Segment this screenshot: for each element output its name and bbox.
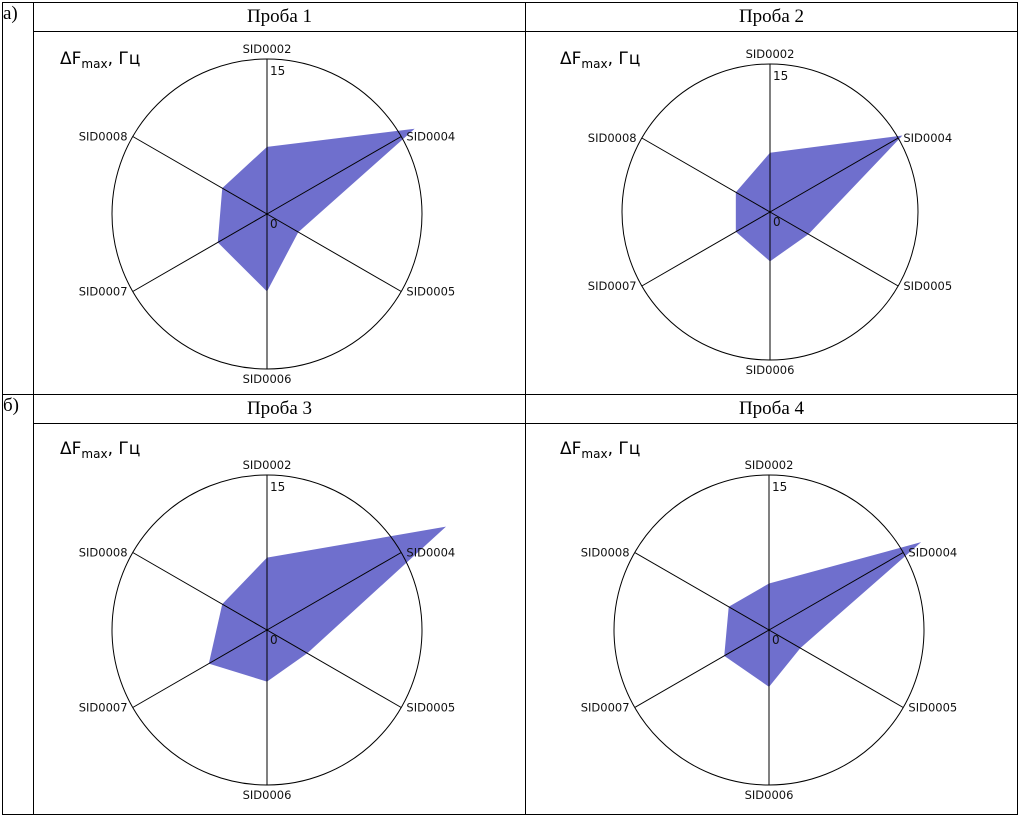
data-polygon xyxy=(217,128,415,292)
tick-label-max: 15 xyxy=(270,480,285,494)
panel-title: Проба 2 xyxy=(526,3,1017,32)
row-label-b: б) xyxy=(2,394,34,815)
axis-label: SID0005 xyxy=(908,701,957,715)
axis-label: SID0004 xyxy=(406,130,455,144)
axis-label: SID0008 xyxy=(79,130,128,144)
axis-label: SID0004 xyxy=(908,546,957,560)
radar-chart-3: SID0002 SID0004 SID0005 SID0006 SID0007 SID00… xyxy=(60,439,455,802)
unit-label: ΔFmax, Гц xyxy=(560,49,640,71)
unit-label: ΔFmax, Гц xyxy=(560,439,640,461)
axis-label: SID0004 xyxy=(903,131,952,145)
axis-line-sid0005 xyxy=(266,213,402,292)
axis-label: SID0002 xyxy=(746,47,795,61)
data-polygon xyxy=(724,542,922,687)
tick-label-zero: 0 xyxy=(270,633,278,647)
axis-line-sid0007 xyxy=(641,211,771,287)
axis-line-sid0008 xyxy=(132,136,268,215)
axis-label: SID0005 xyxy=(903,279,952,293)
axis-label: SID0006 xyxy=(746,363,795,377)
axis-line-sid0004 xyxy=(266,552,402,631)
panel-title: Проба 3 xyxy=(34,395,525,424)
tick-label-max: 15 xyxy=(270,64,285,78)
axis-line-sid0008 xyxy=(132,552,268,631)
tick-label-zero: 0 xyxy=(270,217,278,231)
axis-label: SID0008 xyxy=(79,546,128,560)
data-polygon xyxy=(735,135,903,262)
radar-chart-2: SID0002 SID0004 SID0005 SID0006 SID0007 SID00… xyxy=(560,47,952,377)
panel-1: Проба 1 SID0002 SID0004 SID0005 SID0006 SID0… xyxy=(33,2,526,395)
axis-line-sid0004 xyxy=(769,137,899,213)
axis-label: SID0007 xyxy=(588,279,637,293)
tick-label-max: 15 xyxy=(773,69,788,83)
axis-line-sid0004 xyxy=(266,136,402,215)
axis-label: SID0007 xyxy=(79,285,128,299)
panel-title: Проба 4 xyxy=(526,395,1017,424)
axis-label: SID0006 xyxy=(745,788,794,802)
axis-label: SID0006 xyxy=(243,372,292,386)
axis-line-sid0004 xyxy=(768,552,904,631)
tick-label-zero: 0 xyxy=(773,215,781,229)
axis-label: SID0005 xyxy=(406,701,455,715)
panel-4: Проба 4 SID0002 SID0004 SID0005 SID0006 SID0… xyxy=(525,394,1018,815)
axis-label: SID0006 xyxy=(243,788,292,802)
axis-line-sid0005 xyxy=(266,629,402,708)
axis-line-sid0005 xyxy=(769,211,899,287)
axis-label: SID0007 xyxy=(79,701,128,715)
row-label-a: а) xyxy=(2,2,34,395)
data-polygon xyxy=(208,526,446,682)
axis-label: SID0002 xyxy=(243,458,292,472)
axis-line-sid0007 xyxy=(132,629,268,708)
panel-3: Проба 3 SID0002 SID0004 SID0005 SID0006 SID0… xyxy=(33,394,526,815)
axis-label: SID0007 xyxy=(581,701,630,715)
panel-2: Проба 2 SID0002 SID0004 SID0005 SID0006 SID0… xyxy=(525,2,1018,395)
axis-label: SID0002 xyxy=(243,42,292,56)
unit-label: ΔFmax, Гц xyxy=(60,49,140,71)
axis-label: SID0004 xyxy=(406,546,455,560)
radar-chart-4: SID0002 SID0004 SID0005 SID0006 SID0007 SID00… xyxy=(560,439,957,802)
tick-label-max: 15 xyxy=(772,480,787,494)
panel-title: Проба 1 xyxy=(34,3,525,32)
axis-line-sid0007 xyxy=(634,629,770,708)
axis-line-sid0008 xyxy=(634,552,770,631)
radar-chart-1: SID0002 SID0004 SID0005 SID0006 SID0007 SID00… xyxy=(60,42,455,386)
axis-label: SID0008 xyxy=(581,546,630,560)
axis-line-sid0005 xyxy=(768,629,904,708)
tick-label-zero: 0 xyxy=(772,633,780,647)
axis-label: SID0008 xyxy=(588,131,637,145)
axis-line-sid0007 xyxy=(132,213,268,292)
unit-label: ΔFmax, Гц xyxy=(60,439,140,461)
axis-line-sid0008 xyxy=(641,137,771,213)
axis-label: SID0005 xyxy=(406,285,455,299)
axis-label: SID0002 xyxy=(745,458,794,472)
